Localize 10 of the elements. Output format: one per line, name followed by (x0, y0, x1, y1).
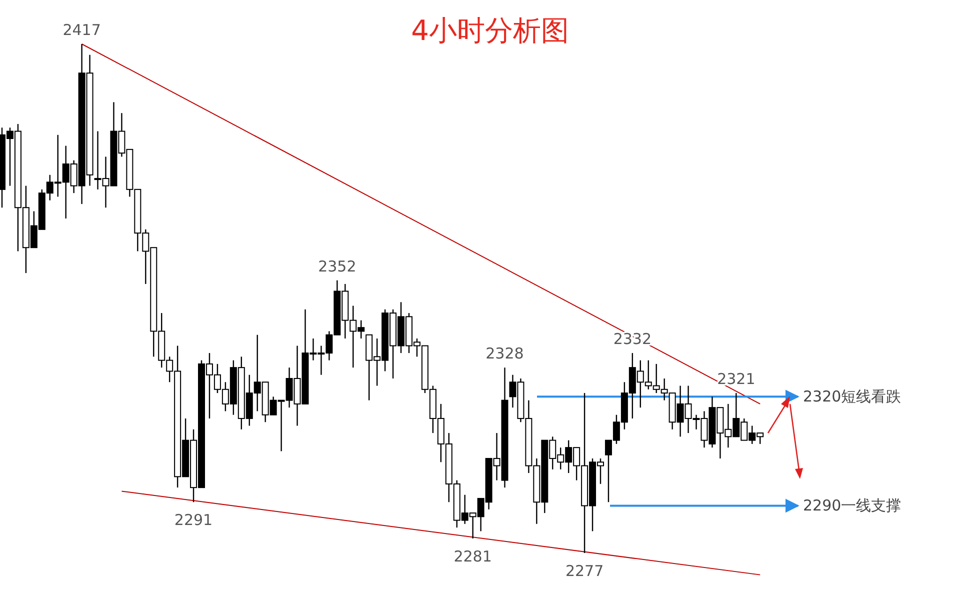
text: 2277 (565, 562, 604, 580)
ref-line-label: 2320短线看跌 (803, 388, 902, 406)
text: 2417 (62, 21, 101, 39)
chart-title: 4小时分析图 (411, 14, 569, 47)
text: 2321 (717, 370, 756, 388)
text: 2328 (486, 344, 524, 363)
text: 2352 (318, 257, 356, 276)
text: 2291 (174, 511, 213, 530)
text: 2281 (454, 547, 492, 566)
ref-line-label: 2290一线支撑 (803, 496, 902, 515)
